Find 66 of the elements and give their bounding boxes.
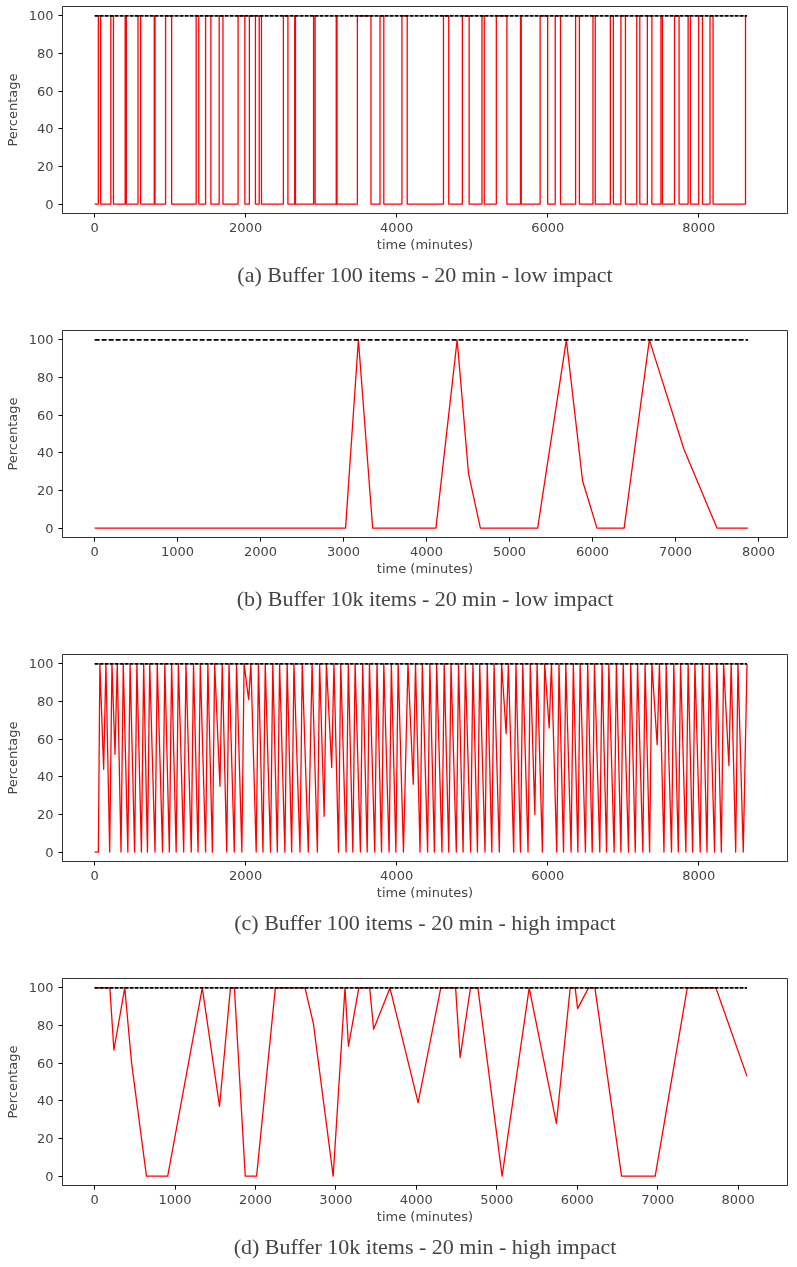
x-tick-label: 6000 xyxy=(575,543,610,559)
x-tick-label: 8000 xyxy=(682,867,716,883)
y-axis-title: Percentage xyxy=(4,397,20,471)
x-tick-label: 2000 xyxy=(229,219,263,235)
y-tick-label: 80 xyxy=(36,370,54,386)
y-axis-title: Percentage xyxy=(4,721,20,795)
x-tick-label: 3000 xyxy=(319,1191,353,1207)
x-tick-label: 2000 xyxy=(229,867,263,883)
x-axis-title: time (minutes) xyxy=(376,560,474,576)
text: (c) Buffer 100 items - 20 min - high impact xyxy=(234,909,616,935)
x-tick-label: 3000 xyxy=(327,543,361,559)
y-axis-title: Percentage xyxy=(4,73,20,147)
y-tick-label: 0 xyxy=(45,196,54,212)
y-tick-label: 60 xyxy=(36,1055,54,1071)
x-tick-label: 4000 xyxy=(380,219,414,235)
y-tick-label: 20 xyxy=(36,482,54,498)
x-tick-label: 0 xyxy=(90,543,99,559)
y-tick-label: 60 xyxy=(36,83,54,99)
x-tick-label: 4000 xyxy=(380,867,414,883)
x-tick-label: 1000 xyxy=(161,543,195,559)
y-tick-label: 60 xyxy=(36,731,54,747)
x-tick-label: 5000 xyxy=(480,1191,514,1207)
y-tick-label: 100 xyxy=(28,980,54,996)
x-tick-label: 7000 xyxy=(658,543,693,559)
y-tick-label: 20 xyxy=(36,806,54,822)
x-tick-label: 7000 xyxy=(641,1191,675,1207)
y-tick-label: 100 xyxy=(28,656,54,672)
line-series xyxy=(93,339,749,529)
x-tick-label: 6000 xyxy=(531,867,565,883)
y-tick-label: 0 xyxy=(45,520,54,536)
text: (a) Buffer 100 items - 20 min - low impact xyxy=(237,261,613,287)
x-tick-label: 0 xyxy=(90,867,99,883)
x-tick-label: 8000 xyxy=(682,219,716,235)
x-tick-label: 6000 xyxy=(531,219,565,235)
x-tick-label: 2000 xyxy=(238,1191,273,1207)
y-tick-label: 40 xyxy=(36,121,54,137)
x-tick-label: 0 xyxy=(90,219,99,235)
x-tick-label: 1000 xyxy=(158,1191,192,1207)
x-tick-label: 8000 xyxy=(741,543,776,559)
x-axis-title: time (minutes) xyxy=(376,1208,474,1224)
y-tick-label: 80 xyxy=(36,1018,54,1034)
text: (b) Buffer 10k items - 20 min - low impact xyxy=(236,585,614,611)
y-tick-label: 40 xyxy=(36,769,54,785)
y-tick-label: 40 xyxy=(36,445,54,461)
y-tick-label: 60 xyxy=(36,407,54,423)
y-tick-label: 20 xyxy=(36,1130,54,1146)
x-tick-label: 4000 xyxy=(409,543,444,559)
x-tick-label: 0 xyxy=(90,1191,99,1207)
x-axis-title: time (minutes) xyxy=(376,236,474,252)
x-tick-label: 2000 xyxy=(244,543,278,559)
y-tick-label: 20 xyxy=(36,158,54,174)
line-series xyxy=(93,663,748,853)
y-axis-title: Percentage xyxy=(4,1045,20,1119)
y-tick-label: 100 xyxy=(28,332,54,348)
y-tick-label: 0 xyxy=(45,1168,54,1184)
y-tick-label: 80 xyxy=(36,694,54,710)
x-tick-label: 6000 xyxy=(560,1191,594,1207)
y-tick-label: 0 xyxy=(45,844,54,860)
x-tick-label: 8000 xyxy=(721,1191,755,1207)
y-tick-label: 80 xyxy=(36,46,54,62)
x-tick-label: 5000 xyxy=(492,543,527,559)
text: (d) Buffer 10k items - 20 min - high impact xyxy=(233,1233,617,1259)
y-tick-label: 40 xyxy=(36,1093,54,1109)
x-axis-title: time (minutes) xyxy=(376,884,474,900)
y-tick-label: 100 xyxy=(28,8,54,24)
x-tick-label: 4000 xyxy=(399,1191,433,1207)
